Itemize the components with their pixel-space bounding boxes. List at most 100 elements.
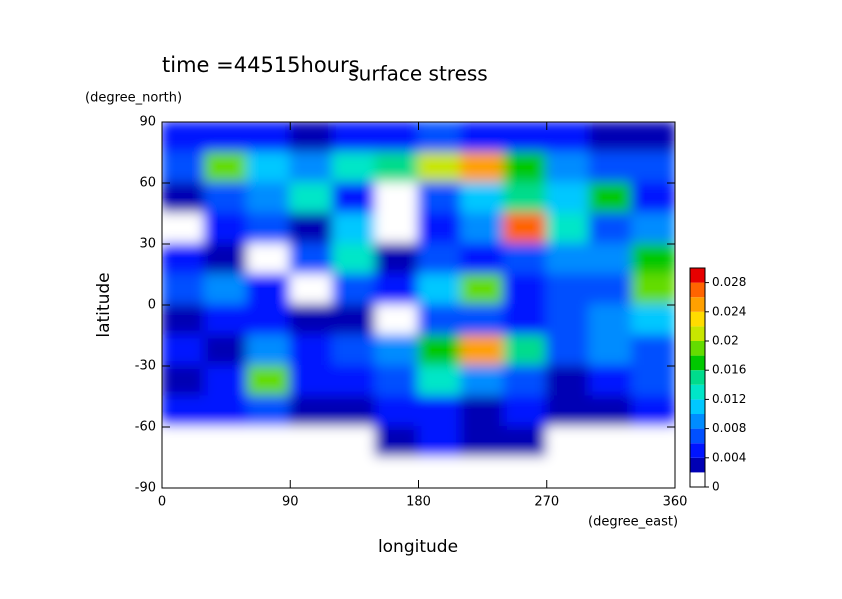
stress-cell [246, 182, 292, 215]
stress-cell [588, 334, 634, 367]
stress-cell [545, 151, 591, 184]
stress-cell [246, 365, 292, 398]
stress-cell [332, 273, 377, 306]
colorbar-segment [690, 428, 705, 444]
stress-cell [289, 456, 334, 488]
stress-cell [374, 212, 420, 245]
stress-cell [289, 273, 334, 306]
stress-cell [162, 456, 206, 488]
stress-cell [332, 243, 377, 276]
y-tick-label: 60 [139, 176, 156, 191]
stress-cell [332, 426, 377, 459]
stress-cell [332, 212, 377, 245]
colorbar-segment [690, 297, 705, 312]
stress-cell [417, 212, 463, 245]
stress-cell [460, 426, 505, 459]
colorbar-segment [690, 370, 705, 385]
stress-cell [588, 456, 634, 488]
colorbar-segment [690, 311, 705, 327]
stress-cell [162, 212, 206, 245]
stress-cell [460, 212, 505, 245]
stress-cell [545, 304, 591, 337]
stress-cell [631, 334, 675, 367]
stress-cell [289, 426, 334, 459]
stress-cell [203, 243, 249, 276]
stress-cell [246, 395, 292, 428]
stress-cell [460, 456, 505, 488]
chart-title: surface stress [348, 62, 487, 86]
colorbar-segment [690, 384, 705, 400]
field [162, 122, 675, 488]
x-tick-label: 0 [158, 495, 166, 510]
colorbar-label: 0.024 [712, 304, 746, 318]
stress-cell [246, 243, 292, 276]
stress-cell [162, 334, 206, 367]
stress-cell [631, 304, 675, 337]
stress-cell [460, 365, 505, 398]
x-tick-label: 180 [406, 495, 431, 510]
stress-cell [289, 122, 334, 154]
stress-cell [332, 304, 377, 337]
stress-cell [460, 182, 505, 215]
stress-cell [246, 273, 292, 306]
stress-cell [417, 243, 463, 276]
stress-cell [374, 273, 420, 306]
stress-cell [417, 122, 463, 154]
stress-cell [588, 365, 634, 398]
stress-cell [374, 426, 420, 459]
stress-cell [374, 182, 420, 215]
stress-cell [203, 304, 249, 337]
stress-cell [545, 395, 591, 428]
stress-cell [162, 243, 206, 276]
chart-subtitle: time =44515hours [162, 53, 360, 77]
stress-cell [162, 273, 206, 306]
stress-cell [545, 273, 591, 306]
colorbar-frame [689, 267, 706, 488]
stress-cell [203, 212, 249, 245]
stress-cell [374, 304, 420, 337]
stress-cell [289, 334, 334, 367]
colorbar-label: 0.02 [712, 334, 739, 348]
stress-cell [503, 212, 548, 245]
stress-cell [203, 426, 249, 459]
stress-cell [545, 122, 591, 154]
stress-cell [631, 426, 675, 459]
stress-cell [332, 365, 377, 398]
y-tick-label: -60 [135, 420, 156, 435]
stress-cell [503, 334, 548, 367]
colorbar-label: 0.004 [712, 450, 746, 464]
stress-cell [460, 304, 505, 337]
stress-cell [545, 456, 591, 488]
colorbar-label: 0.012 [712, 392, 746, 406]
stress-cell [374, 151, 420, 184]
stress-cell [162, 122, 206, 154]
stress-cell [203, 395, 249, 428]
stress-cell [545, 212, 591, 245]
colorbar-segment [690, 443, 705, 458]
stress-cell [162, 395, 206, 428]
stress-cell [289, 243, 334, 276]
colorbar-label: 0.008 [712, 421, 746, 435]
stress-cell [631, 456, 675, 488]
stress-cell [460, 151, 505, 184]
colorbar-segment [690, 326, 705, 341]
stress-cell [203, 334, 249, 367]
y-tick-label: 90 [139, 115, 156, 130]
stress-cell [503, 243, 548, 276]
stress-cell [374, 365, 420, 398]
stress-cell [503, 365, 548, 398]
stress-cell [631, 151, 675, 184]
stress-cell [460, 334, 505, 367]
stress-cell [246, 456, 292, 488]
colorbar-segment [690, 472, 705, 487]
x-tick-label: 360 [663, 495, 688, 510]
stress-cell [374, 456, 420, 488]
stress-cell [289, 212, 334, 245]
stress-cell [631, 182, 675, 215]
stress-cell [503, 426, 548, 459]
stress-cell [588, 395, 634, 428]
stress-cell [631, 122, 675, 154]
stress-cell [203, 273, 249, 306]
stress-cell [289, 151, 334, 184]
